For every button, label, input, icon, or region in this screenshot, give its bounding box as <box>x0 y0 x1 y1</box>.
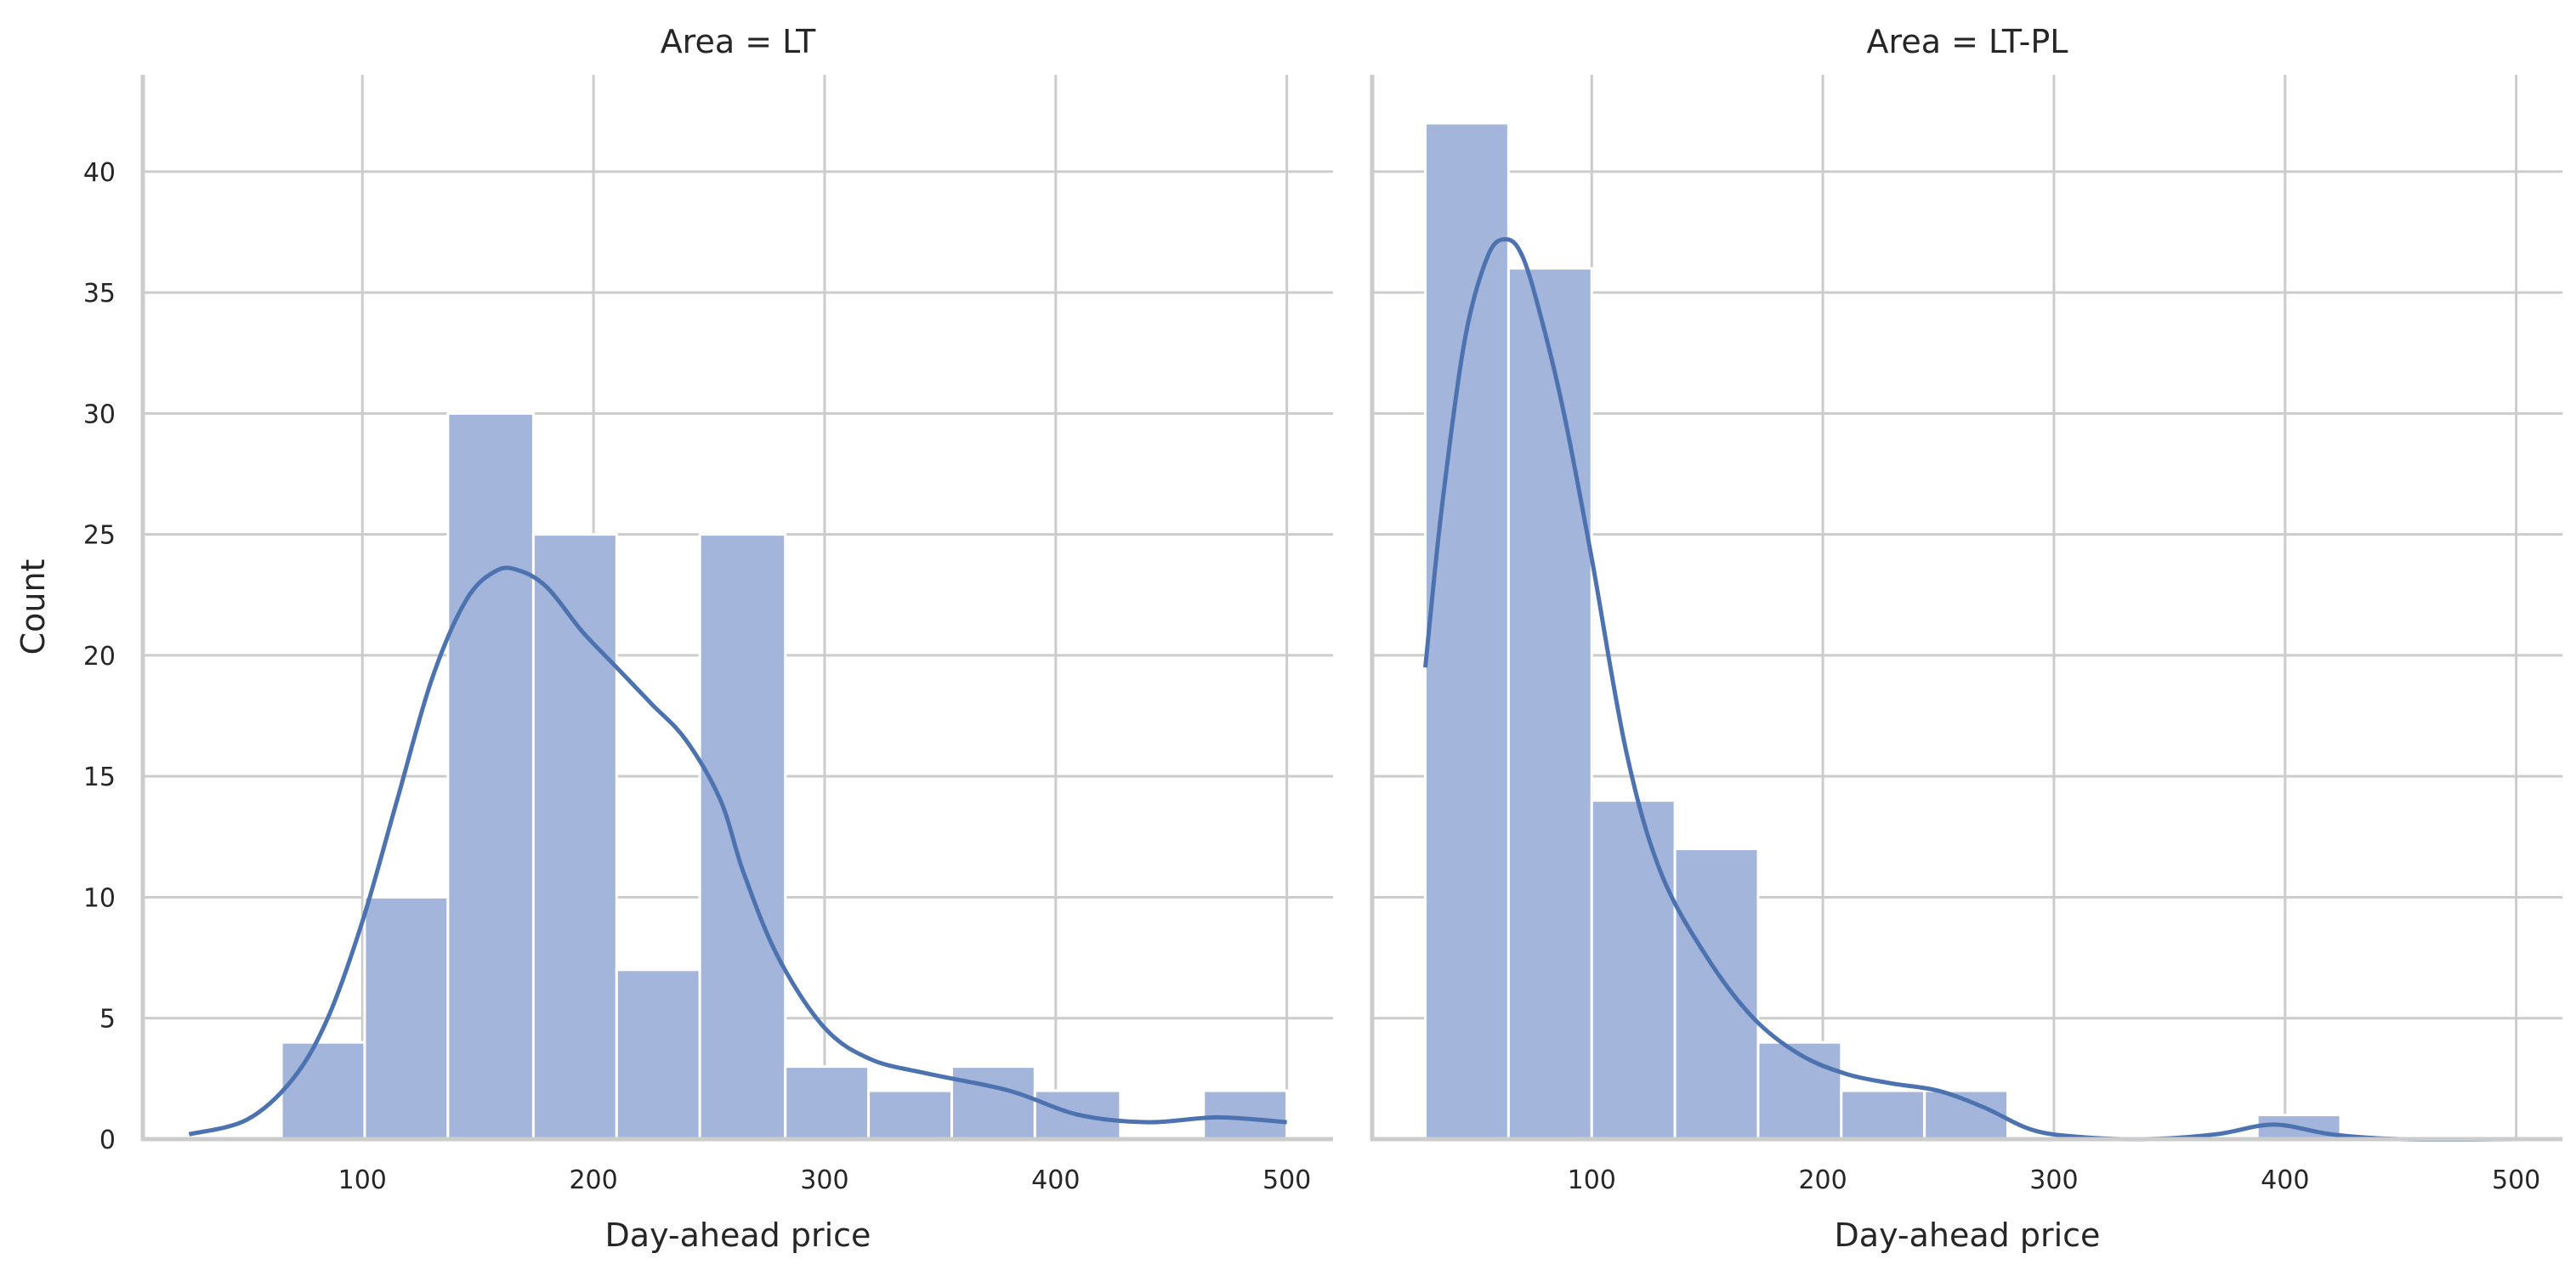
histogram-bar <box>615 968 701 1141</box>
x-tick-label: 300 <box>800 1165 848 1195</box>
x-tick-label: 200 <box>1798 1165 1847 1195</box>
histogram-bar <box>363 895 450 1141</box>
histogram-bar <box>1506 267 1593 1141</box>
panel-lt-pl: 100 200 300 400 500 Day-ahead price Area = LT-… <box>1370 23 2562 1254</box>
histogram-bar <box>784 1065 871 1141</box>
histogram-bar <box>446 411 535 1141</box>
y-tick-label: 15 <box>83 763 116 792</box>
x-axis-label: Day-ahead price <box>1835 1216 2101 1254</box>
y-tick-label: 20 <box>83 642 116 672</box>
histogram-bar <box>1673 848 1760 1141</box>
x-tick-label: 500 <box>2492 1165 2540 1195</box>
y-tick-label: 35 <box>83 279 116 309</box>
kde-line <box>1423 236 2516 1142</box>
histogram-bar <box>1840 1089 1926 1141</box>
x-tick-label: 100 <box>338 1165 387 1195</box>
panel-lt: 100 200 300 400 500 0 5 10 15 20 25 30 35 40 Day-ahead… <box>14 23 1333 1254</box>
y-tick-label: 0 <box>99 1126 116 1155</box>
y-tick-label: 25 <box>83 521 116 551</box>
panel-title: Area = LT-PL <box>1867 23 2068 60</box>
y-tick-label: 5 <box>99 1005 116 1035</box>
histogram-bar <box>1202 1089 1289 1141</box>
histogram-bar <box>531 533 618 1141</box>
histogram-bar <box>280 1041 366 1141</box>
y-tick-label: 30 <box>83 400 116 429</box>
x-axis-label: Day-ahead price <box>605 1216 871 1254</box>
kde-line <box>188 565 1287 1137</box>
y-axis-label: Count <box>14 559 52 655</box>
x-tick-label: 500 <box>1262 1165 1311 1195</box>
histogram-bar <box>698 533 787 1141</box>
x-tick-label: 100 <box>1568 1165 1616 1195</box>
x-tick-label: 300 <box>2029 1165 2078 1195</box>
x-tick-label: 200 <box>569 1165 617 1195</box>
histogram-bar <box>1424 122 1510 1141</box>
histogram-bar <box>867 1089 953 1141</box>
histogram-bar <box>950 1065 1036 1141</box>
y-tick-label: 40 <box>83 158 116 188</box>
y-tick-label: 10 <box>83 883 116 913</box>
histogram-bar <box>1756 1041 1843 1141</box>
histogram-bar <box>1590 799 1677 1141</box>
x-tick-label: 400 <box>1031 1165 1080 1195</box>
panel-title: Area = LT <box>661 23 816 60</box>
x-tick-label: 400 <box>2261 1165 2309 1195</box>
